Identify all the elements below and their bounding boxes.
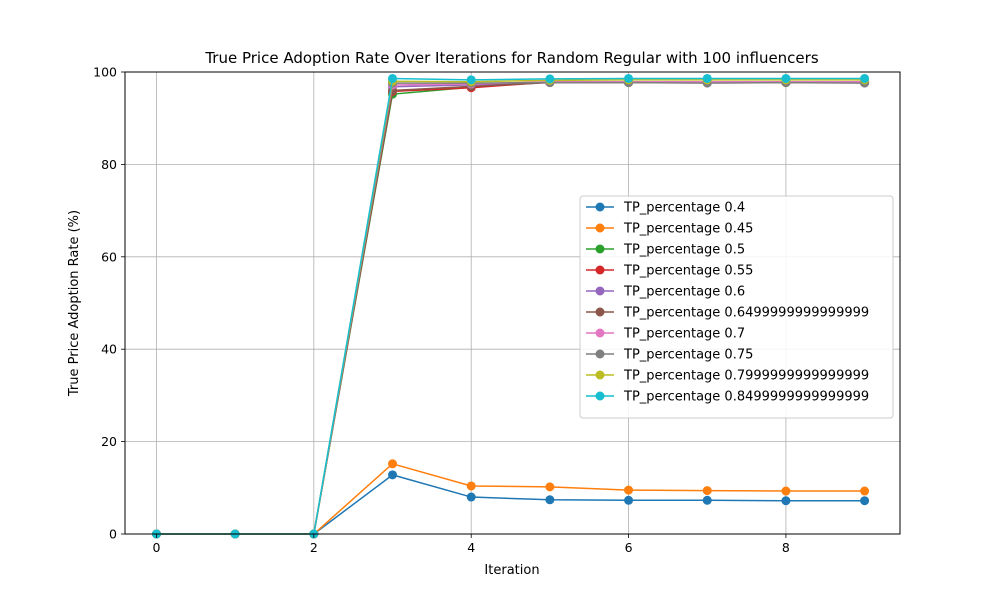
data-point (624, 485, 634, 495)
legend-marker (595, 202, 605, 212)
data-point (545, 482, 555, 492)
y-tick-label: 80 (101, 157, 117, 172)
y-tick-label: 100 (93, 65, 117, 80)
legend-entry: TP_percentage 0.6499999999999999 (586, 306, 869, 321)
legend-box (579, 195, 894, 419)
data-point (466, 492, 476, 502)
series-0 (151, 470, 870, 539)
data-point (388, 470, 398, 480)
legend-label: TP_percentage 0.6499999999999999 (623, 306, 869, 321)
legend-marker (595, 223, 605, 233)
y-tick-label: 0 (109, 527, 117, 542)
legend-label: TP_percentage 0.45 (623, 222, 753, 237)
legend-label: TP_percentage 0.75 (623, 348, 753, 363)
series-line (156, 474, 865, 535)
y-axis-label: True Price Adoption Rate (%) (67, 210, 82, 397)
data-point (781, 73, 791, 83)
data-point (388, 459, 398, 469)
legend-label: TP_percentage 0.55 (623, 264, 753, 279)
data-point (545, 74, 555, 84)
data-point (545, 495, 555, 505)
data-point (860, 486, 870, 496)
data-point (702, 486, 712, 496)
legend-entry: TP_percentage 0.8499999999999999 (586, 390, 869, 405)
data-point (702, 73, 712, 83)
data-point (624, 73, 634, 83)
legend-entry: TP_percentage 0.6 (586, 285, 745, 300)
data-point (466, 481, 476, 491)
plot-frame (124, 71, 901, 535)
legend-entry: TP_percentage 0.7999999999999999 (586, 369, 869, 384)
data-point (702, 495, 712, 505)
chart-title: True Price Adoption Rate Over Iterations… (204, 49, 818, 67)
legend-marker (595, 265, 605, 275)
legend-entry: TP_percentage 0.55 (586, 264, 753, 279)
legend-label: TP_percentage 0.7999999999999999 (623, 369, 869, 384)
data-point (860, 73, 870, 83)
x-tick-label: 8 (782, 540, 790, 555)
legend-marker (595, 286, 605, 296)
legend-label: TP_percentage 0.7 (623, 327, 745, 342)
x-axis-label: Iteration (484, 563, 539, 578)
data-point (388, 73, 398, 83)
y-tick-label: 20 (101, 434, 117, 449)
legend-marker (595, 244, 605, 254)
data-point (781, 486, 791, 496)
legend-label: TP_percentage 0.5 (623, 243, 745, 258)
legend-marker (595, 307, 605, 317)
legend-label: TP_percentage 0.6 (623, 285, 745, 300)
x-tick-label: 6 (625, 540, 633, 555)
data-point (781, 496, 791, 506)
legend-entry: TP_percentage 0.75 (586, 348, 753, 363)
x-tick-label: 2 (310, 540, 318, 555)
legend: TP_percentage 0.4 TP_percentage 0.45 TP_pe… (579, 195, 894, 419)
data-point (624, 495, 634, 505)
legend-entry: TP_percentage 0.45 (586, 222, 753, 237)
legend-marker (595, 391, 605, 401)
legend-entry: TP_percentage 0.7 (586, 327, 745, 342)
legend-label: TP_percentage 0.8499999999999999 (623, 390, 869, 405)
x-tick-label: 0 (152, 540, 160, 555)
legend-entry: TP_percentage 0.4 (586, 201, 745, 216)
data-point (860, 496, 870, 506)
y-tick-label: 60 (101, 249, 117, 264)
legend-marker (595, 328, 605, 338)
legend-marker (595, 370, 605, 380)
legend-entry: TP_percentage 0.5 (586, 243, 745, 258)
data-point (466, 75, 476, 85)
legend-marker (595, 349, 605, 359)
y-tick-label: 40 (101, 342, 117, 357)
x-tick-label: 4 (467, 540, 475, 555)
legend-label: TP_percentage 0.4 (623, 201, 745, 216)
